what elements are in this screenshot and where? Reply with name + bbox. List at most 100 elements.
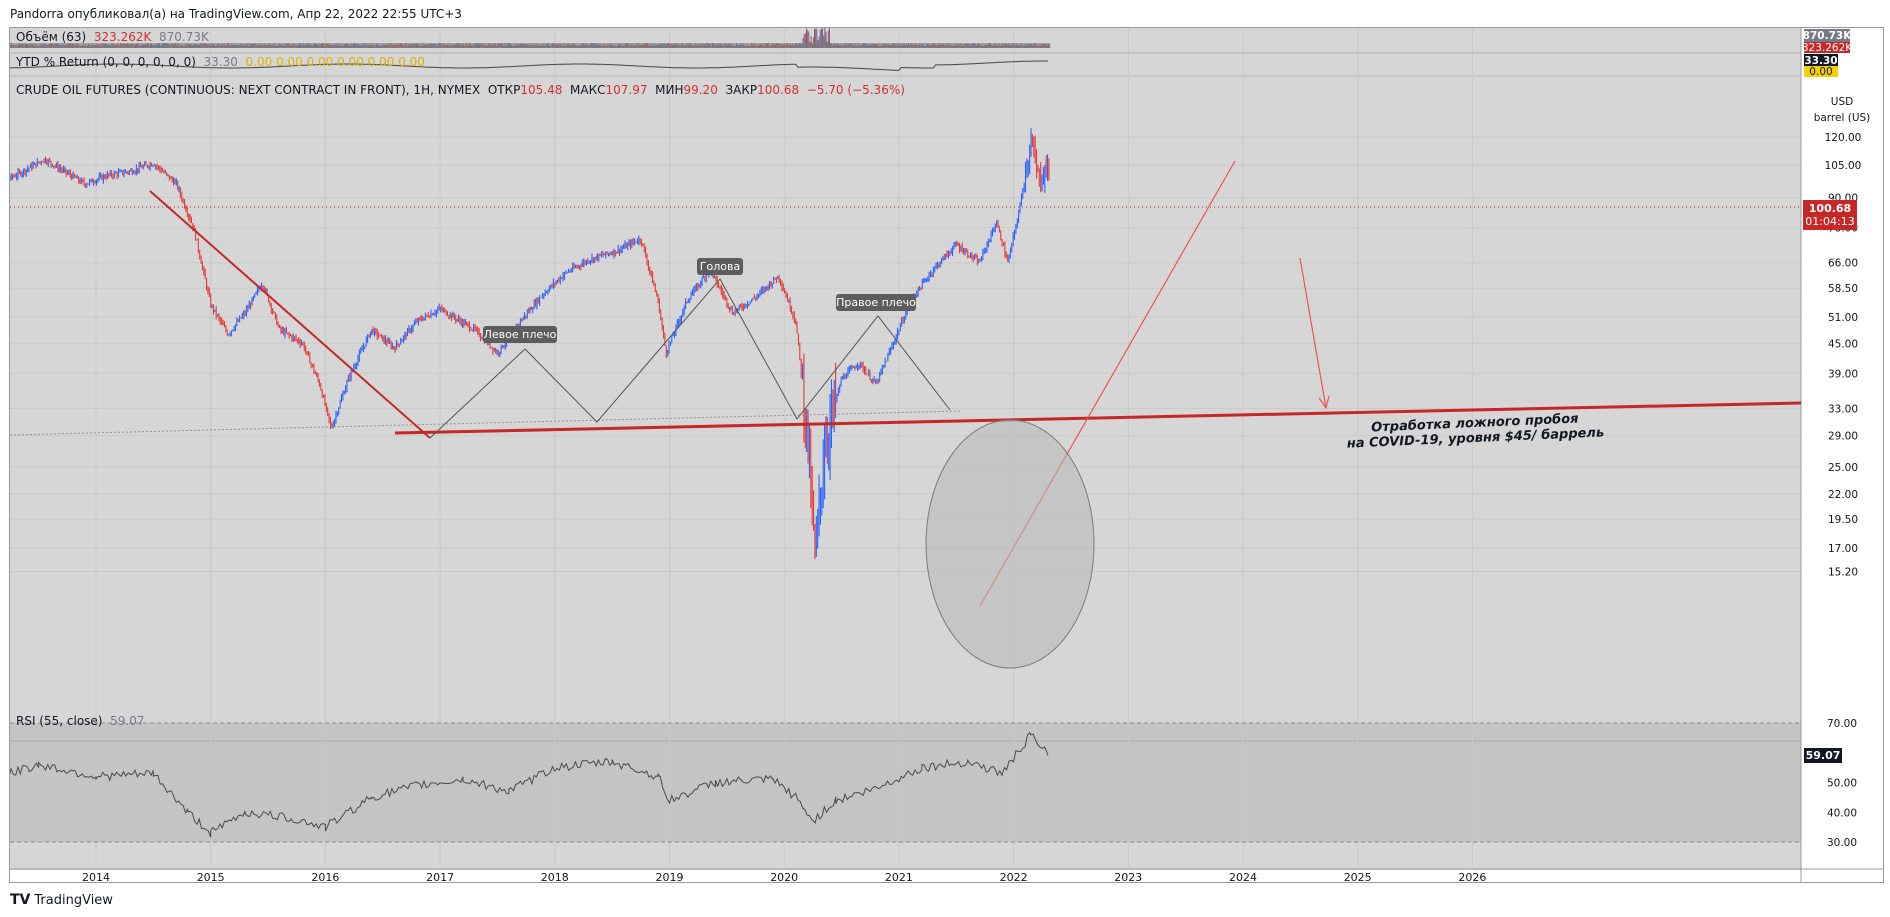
volume-bar <box>822 28 824 48</box>
downtrend-line <box>149 190 431 439</box>
price-tick-label: 15.20 <box>1828 567 1858 579</box>
volume-legend[interactable]: Объём (63) 323.262K 870.73K <box>16 30 209 44</box>
ytd-tag2-bg <box>1804 66 1838 77</box>
volume-band <box>10 43 1050 48</box>
covid-dip-circle <box>925 419 1095 669</box>
ytd-legend-value1: 33.30 <box>203 55 238 69</box>
volume-tag2-bg <box>1804 42 1850 53</box>
chart-drawings <box>10 160 1802 669</box>
left-shoulder-label-bg <box>483 326 557 343</box>
instrument-name: CRUDE OIL FUTURES (CONTINUOUS: NEXT CONT… <box>16 83 481 97</box>
gridlines <box>10 28 1801 869</box>
volume-bar <box>803 33 805 48</box>
tradingview-logo-icon: TV <box>10 892 31 908</box>
price-tick-label: 120.00 <box>1825 132 1862 144</box>
time-tick-label: 2017 <box>426 871 454 882</box>
right-shoulder-label: Правое плечо <box>836 296 916 309</box>
open-label: ОТКР <box>487 83 521 97</box>
time-tick-label: 2021 <box>885 871 913 882</box>
head-label-bg <box>697 258 743 275</box>
rsi-legend-label: RSI (55, close) <box>16 714 103 728</box>
footer: TV TradingView <box>10 892 113 908</box>
footer-brand: TradingView <box>34 892 113 908</box>
high-label: МАКС <box>570 83 606 97</box>
time-tick-label: 2025 <box>1344 871 1372 882</box>
low-label: МИН <box>655 83 684 97</box>
rsi-tag: 59.07 <box>1806 749 1841 762</box>
volume-bar <box>804 33 806 48</box>
price-tick-label: 39.00 <box>1828 368 1858 380</box>
price-tick-label: 22.00 <box>1828 489 1858 501</box>
open-value: 105.48 <box>520 83 563 97</box>
chart-frame[interactable]: 120.00105.0090.0078.0066.0058.5051.0045.… <box>9 27 1884 883</box>
volume-bar <box>808 31 810 48</box>
time-axis: 2014 2015 2016 2017 2018 2019 2020 2021 2022 2023… <box>82 871 1486 882</box>
volume-bar <box>812 37 814 48</box>
time-tick-label: 2022 <box>1000 871 1028 882</box>
price-tick-label: 25.00 <box>1828 462 1858 474</box>
unit-usd: USD <box>1831 96 1853 108</box>
head-label: Голова <box>700 260 740 273</box>
time-tick-label: 2014 <box>82 871 110 882</box>
volume-pane-bg <box>10 28 1801 53</box>
rsi-tick-label: 70.00 <box>1827 718 1857 730</box>
time-tick-label: 2016 <box>311 871 339 882</box>
time-tick-label: 2024 <box>1229 871 1257 882</box>
ytd-legend[interactable]: YTD % Return (0, 0, 0, 0, 0, 0) 33.30 0.… <box>16 55 425 69</box>
time-tick-label: 2015 <box>197 871 225 882</box>
ytd-tag-1: 33.30 <box>1804 55 1837 67</box>
price-tick-label: 51.00 <box>1828 312 1858 324</box>
rsi-legend[interactable]: RSI (55, close) 59.07 <box>16 714 144 728</box>
ytd-tag1-bg <box>1804 54 1838 66</box>
volume-bar <box>819 29 821 48</box>
axis-tags: 870.73K 323.262K 33.30 0.00 USD barrel (… <box>1802 29 1870 763</box>
support-line <box>394 401 1802 435</box>
price-tick-label: 17.00 <box>1828 543 1858 555</box>
publication-header: Pandorra опубликовал(а) на TradingView.c… <box>10 7 462 21</box>
rsi-band <box>10 723 1801 842</box>
rsi-legend-value: 59.07 <box>110 714 145 728</box>
ytd-legend-values: 0.00 0.00 0.00 0.00 0.00 0.00 <box>245 55 425 69</box>
volume-bar <box>1049 43 1051 48</box>
ytd-line-path <box>10 60 1048 71</box>
volume-bars <box>10 28 1051 48</box>
volume-bar <box>814 28 816 48</box>
countdown-tag: 01:04:13 <box>1805 215 1854 228</box>
rsi-line <box>10 731 1049 838</box>
time-tick-label: 2020 <box>770 871 798 882</box>
rsi-tick-label: 50.00 <box>1827 778 1857 790</box>
rsi-indicator <box>10 722 1801 843</box>
ytd-pane-bg <box>10 53 1801 76</box>
price-tag-bg <box>1803 200 1857 230</box>
price-axis: 120.00105.0090.0078.0066.0058.5051.0045.… <box>1825 132 1862 849</box>
close-label: ЗАКР <box>725 83 758 97</box>
left-shoulder-label: Левое плечо <box>484 328 557 341</box>
price-tick-label: 29.00 <box>1828 431 1858 443</box>
close-value: 100.68 <box>757 83 800 97</box>
volume-tag-bg <box>1804 29 1850 42</box>
right-shoulder-label-bg <box>836 294 916 311</box>
volume-bar <box>825 31 827 48</box>
volume-tag-2: 323.262K <box>1802 42 1853 54</box>
price-tick-label: 19.50 <box>1828 514 1858 526</box>
volume-bar <box>816 28 818 48</box>
volume-bar <box>805 28 807 48</box>
rsi-tick-label: 40.00 <box>1827 807 1857 819</box>
instrument-legend[interactable]: CRUDE OIL FUTURES (CONTINUOUS: NEXT CONT… <box>16 83 905 97</box>
volume-tag-1: 870.73K <box>1803 30 1853 42</box>
price-tick-label: 33.00 <box>1828 404 1858 416</box>
time-tick-label: 2018 <box>541 871 569 882</box>
volume-legend-value1: 323.262K <box>93 30 152 44</box>
price-tick-label: 45.00 <box>1828 338 1858 350</box>
chart-canvas[interactable]: 120.00105.0090.0078.0066.0058.5051.0045.… <box>10 28 1883 882</box>
time-tick-label: 2023 <box>1114 871 1142 882</box>
rsi-tag-bg <box>1804 748 1842 763</box>
volume-bar <box>824 28 826 48</box>
price-tag: 100.68 <box>1809 202 1851 215</box>
price-tick-label: 105.00 <box>1825 160 1862 172</box>
volume-bar <box>818 36 820 48</box>
price-candles <box>10 128 1050 560</box>
change-value: −5.70 (−5.36%) <box>806 83 905 97</box>
forecast-arrowhead <box>1318 395 1330 410</box>
volume-bar <box>820 29 822 48</box>
